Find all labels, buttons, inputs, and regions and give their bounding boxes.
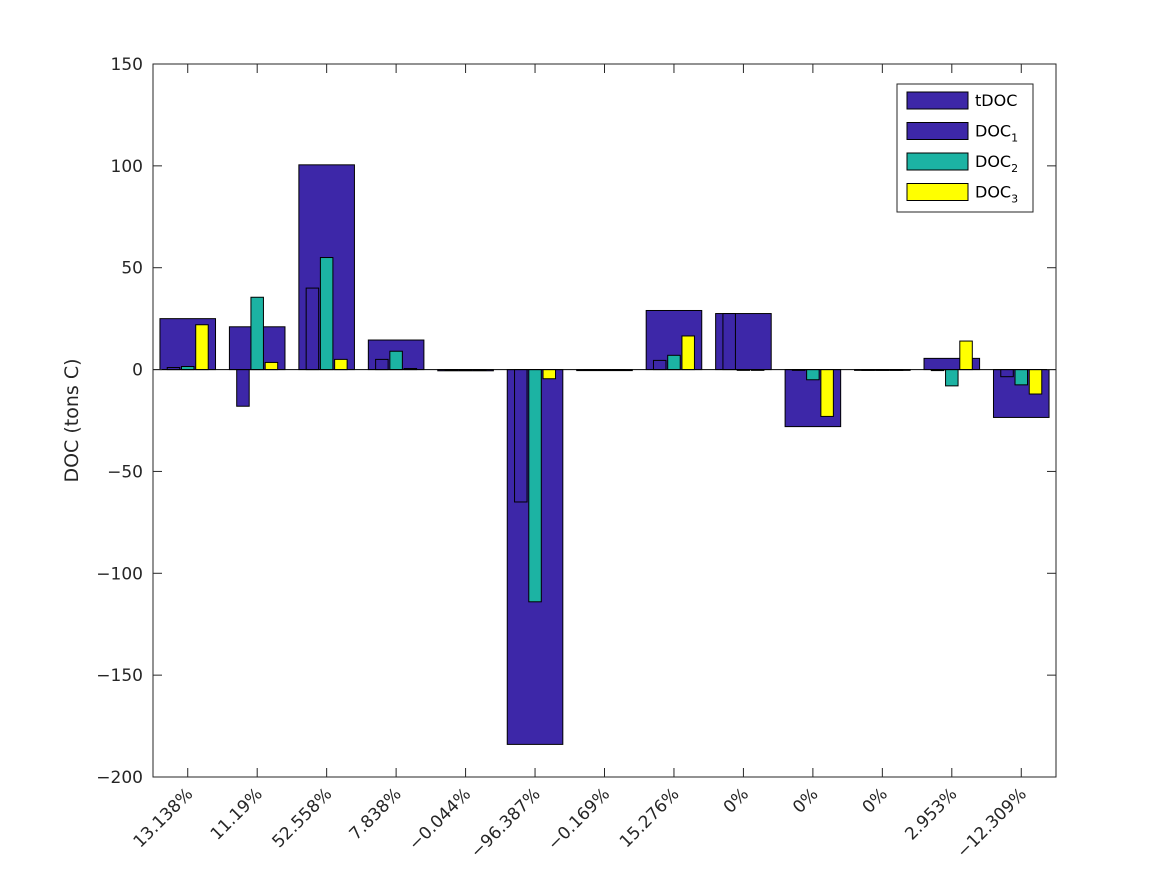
legend-label-tdoc: tDOC [975, 91, 1017, 110]
bar-doc1-7 [652, 359, 667, 371]
bar-doc2-2 [319, 257, 334, 371]
legend: tDOC DOC1 DOC2 DOC3 [896, 83, 1034, 213]
bar-doc3-12 [1028, 369, 1043, 395]
bar-doc2-3 [389, 350, 403, 371]
x-tick-label: 13.138% [130, 784, 198, 852]
bar-doc2-9 [806, 369, 820, 381]
x-tick-label: −0.044% [405, 784, 475, 854]
bar-doc1-1 [236, 369, 250, 407]
legend-swatch-doc1 [906, 122, 969, 140]
legend-swatch-tdoc [906, 91, 969, 110]
bar-doc3-9 [820, 369, 834, 417]
bar-doc3-0 [195, 324, 209, 371]
y-tick-label: −100 [96, 564, 143, 584]
bar-doc1-8 [722, 313, 736, 371]
legend-label-doc2: DOC2 [975, 152, 1018, 175]
x-tick-label: 52.558% [269, 784, 337, 852]
bar-doc2-5 [528, 369, 542, 603]
x-tick-label: 11.19% [207, 784, 267, 844]
legend-swatch-doc2 [906, 152, 969, 171]
x-tick-label: −0.169% [544, 784, 614, 854]
x-tick-label: −12.309% [953, 784, 1031, 862]
bar-doc3-1 [264, 361, 279, 371]
y-tick-label: 0 [132, 361, 143, 381]
bar-doc1-3 [375, 358, 389, 371]
legend-label-doc3: DOC3 [975, 183, 1018, 206]
x-tick-label: 2.953% [901, 784, 961, 844]
bar-doc1-12 [1000, 369, 1014, 378]
bar-doc3-2 [334, 358, 348, 371]
bar-doc3-11 [959, 340, 973, 371]
x-tick-label: 0% [789, 784, 822, 817]
bar-doc1-2 [305, 287, 320, 371]
x-tick-label: 7.838% [346, 784, 406, 844]
bar-doc1-5 [514, 369, 528, 503]
x-tick-label: 0% [720, 784, 753, 817]
legend-swatch-doc3 [906, 183, 969, 201]
y-tick-label: −150 [96, 666, 143, 686]
bar-doc2-12 [1014, 369, 1029, 386]
y-tick-label: 100 [111, 157, 143, 177]
y-axis-label: DOC (tons C) [61, 358, 83, 482]
bar-doc3-5 [542, 369, 557, 380]
y-tick-label: 150 [111, 55, 143, 75]
bar-doc2-11 [945, 369, 959, 387]
y-tick-label: 50 [121, 259, 143, 279]
x-tick-label: 0% [859, 784, 892, 817]
bar-doc2-1 [250, 296, 264, 371]
bar-doc2-7 [667, 354, 681, 371]
bar-doc3-7 [681, 335, 695, 371]
x-tick-label: 15.276% [616, 784, 684, 852]
legend-label-doc1: DOC1 [975, 122, 1018, 145]
y-tick-label: −200 [96, 768, 143, 788]
y-tick-label: −50 [107, 462, 143, 482]
x-tick-label: −96.387% [467, 784, 545, 862]
